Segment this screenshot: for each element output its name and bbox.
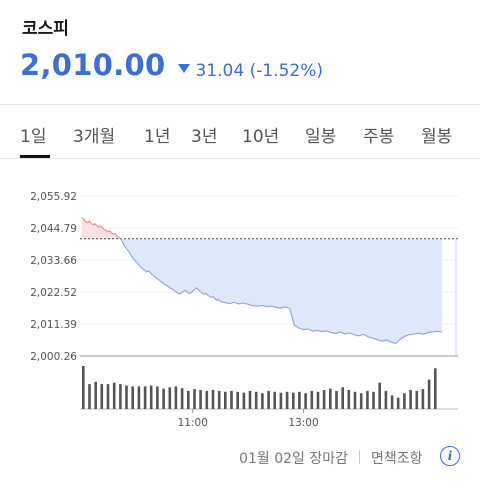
- volume-bar: [292, 392, 295, 409]
- volume-bar: [384, 390, 388, 409]
- area-above-baseline: [82, 217, 121, 239]
- tab-1d[interactable]: 1일: [20, 127, 47, 147]
- y-tick-label: 2,000.26: [30, 351, 77, 363]
- change-value: 31.04 (-1.52%): [195, 60, 323, 81]
- volume-bar: [285, 391, 289, 409]
- volume-bar: [267, 390, 270, 409]
- volume-bar: [100, 384, 104, 409]
- volume-bar: [403, 393, 406, 409]
- volume-bar: [125, 385, 128, 409]
- volume-bar: [390, 395, 394, 409]
- volume-bar: [119, 384, 122, 409]
- footer-separator: [359, 450, 360, 464]
- tab-monthly[interactable]: 월봉: [421, 127, 453, 147]
- tab-10y[interactable]: 10년: [242, 127, 280, 147]
- volume-bar: [329, 388, 332, 409]
- index-name: 코스피: [22, 19, 69, 39]
- volume-bar: [261, 393, 264, 409]
- volume-bar: [162, 388, 165, 409]
- disclaimer-link[interactable]: 면책조항: [371, 451, 423, 467]
- volume-bar: [217, 390, 221, 409]
- tab-3y[interactable]: 3년: [191, 127, 218, 147]
- tab-daily[interactable]: 일봉: [305, 127, 337, 147]
- volume-bar: [137, 386, 141, 409]
- volume-bar: [378, 382, 381, 409]
- price-line-down: [118, 237, 443, 345]
- volume-bar: [230, 390, 233, 409]
- price-change: 31.04 (-1.52%): [177, 60, 323, 81]
- y-tick-label: 2,033.66: [30, 255, 77, 267]
- volume-bar: [106, 384, 110, 409]
- volume-bar: [366, 390, 369, 409]
- volume-bar: [316, 391, 320, 409]
- volume-bar: [434, 368, 437, 409]
- footer: 01월 02일 장마감 면책조항 i: [0, 446, 480, 470]
- active-tab-indicator: [20, 155, 50, 158]
- volume-bar: [156, 386, 159, 409]
- price-line-up: [81, 216, 122, 240]
- volume-bar: [279, 392, 283, 409]
- y-tick-label: 2,044.79: [30, 223, 77, 235]
- volume-bar: [82, 366, 85, 409]
- volume-bar: [149, 385, 153, 409]
- volume-bar: [322, 390, 326, 409]
- volume-bar: [396, 397, 400, 409]
- volume-bar: [304, 393, 307, 409]
- volume-bar: [180, 388, 184, 409]
- volume-bar: [335, 390, 338, 409]
- volume-bar: [372, 391, 375, 409]
- volume-bar: [199, 390, 202, 409]
- volume-bar: [88, 384, 91, 409]
- volume-bar: [168, 387, 172, 409]
- volume-bar: [347, 390, 351, 409]
- volume-bar: [341, 387, 344, 409]
- volume-bar: [205, 390, 209, 409]
- volume-bar: [187, 390, 190, 409]
- down-triangle-icon: [177, 64, 190, 73]
- volume-bar: [143, 386, 147, 409]
- tab-weekly[interactable]: 주봉: [363, 127, 395, 147]
- price-row: 2,010.00 31.04 (-1.52%): [20, 48, 323, 82]
- volume-bar: [415, 390, 419, 409]
- x-tick-label: 13:00: [288, 417, 318, 429]
- volume-bar: [409, 390, 412, 409]
- price-chart[interactable]: 2,055.92 2,044.79 2,033.66 2,022.52 2,011.39…: [0, 160, 480, 440]
- volume-bar: [112, 382, 116, 409]
- volume-bar: [298, 391, 301, 409]
- period-tabs: 1일 3개월 1년 3년 10년 일봉 주봉 월봉: [0, 108, 480, 158]
- y-tick-label: 2,055.92: [30, 191, 77, 203]
- x-tick-label: 11:00: [178, 417, 208, 429]
- tab-3m[interactable]: 3개월: [73, 127, 116, 147]
- volume-bar: [353, 391, 357, 409]
- volume-bar: [273, 391, 276, 409]
- current-price: 2,010.00: [20, 48, 166, 82]
- y-tick-label: 2,011.39: [30, 319, 77, 331]
- volume-bar: [242, 392, 246, 409]
- volume-bar: [359, 393, 363, 409]
- volume-bar: [236, 391, 239, 409]
- volume-bar: [131, 386, 134, 409]
- volume-bar: [224, 391, 227, 409]
- volume-bar: [427, 379, 431, 409]
- market-close-date: 01월 02일 장마감: [239, 451, 348, 467]
- area-below-baseline: [118, 237, 443, 344]
- header-divider: [0, 104, 480, 105]
- tabs-divider: [0, 158, 480, 159]
- volume-bar: [248, 390, 252, 409]
- tab-1y[interactable]: 1년: [144, 127, 171, 147]
- volume-bar: [310, 390, 314, 409]
- volume-bar: [193, 389, 196, 409]
- volume-bar: [94, 381, 97, 409]
- volume-bar: [174, 386, 178, 409]
- volume-bar: [421, 389, 425, 409]
- volume-bar: [211, 390, 215, 409]
- volume-bar: [254, 391, 258, 409]
- info-circle-icon[interactable]: i: [440, 446, 460, 466]
- y-tick-label: 2,022.52: [30, 287, 77, 299]
